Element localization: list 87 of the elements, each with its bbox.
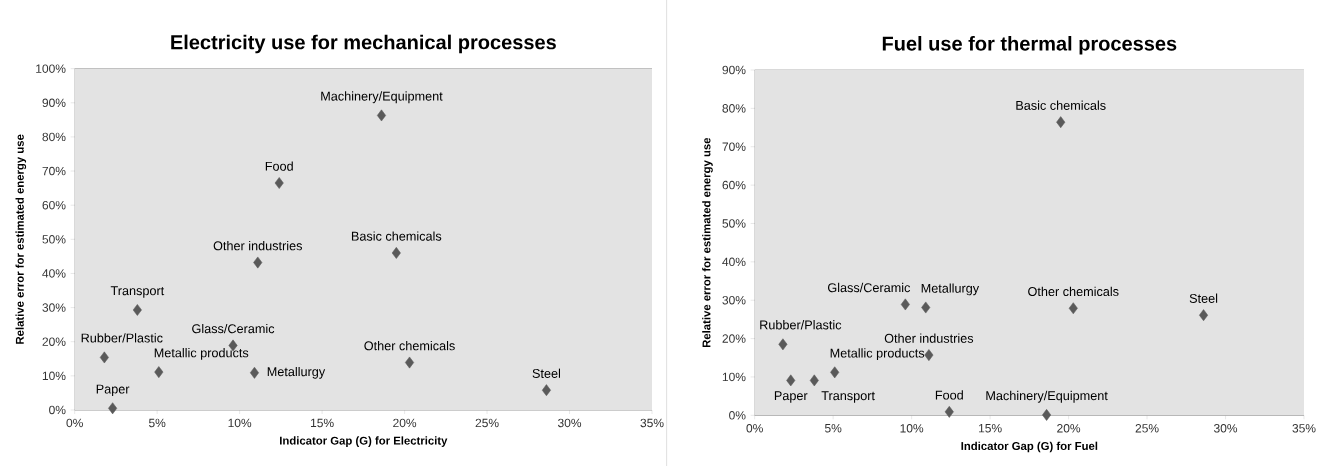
- point: [99, 351, 109, 364]
- x-tick-label: 30%: [1213, 424, 1238, 433]
- point: [778, 338, 788, 351]
- annotation: Metallic products: [830, 348, 925, 361]
- point: [154, 366, 164, 378]
- y-tick-label: 10%: [722, 372, 746, 382]
- annotation: Other chemicals: [364, 340, 455, 351]
- annotation: Steel: [532, 368, 561, 378]
- x-tick-label: 10%: [228, 418, 252, 428]
- annotation: Steel: [1189, 293, 1218, 303]
- x-tick-label: 35%: [1292, 424, 1316, 433]
- y-axis-title: Relative error for estimated energy use: [15, 134, 27, 344]
- annotation: Metallurgy: [267, 366, 326, 379]
- annotation: Glass/Ceramic: [827, 282, 911, 293]
- annotation: Other industries: [213, 240, 302, 251]
- y-tick-label: 40%: [42, 269, 66, 278]
- y-tick-label: 30%: [722, 295, 746, 305]
- x-tick-label: 15%: [311, 418, 334, 428]
- annotation: Paper: [774, 391, 808, 403]
- point: [786, 374, 796, 387]
- point: [1056, 116, 1066, 129]
- point: [108, 402, 118, 415]
- y-tick-label: 60%: [42, 200, 66, 210]
- y-axis-title: Relative error for estimated energy use: [702, 137, 713, 348]
- y-tick-label: 70%: [42, 166, 66, 176]
- x-tick-label: 35%: [640, 418, 664, 428]
- y-tick-label: 50%: [42, 235, 66, 244]
- y-tick-label: 80%: [722, 104, 746, 113]
- x-tick-label: 25%: [475, 418, 499, 428]
- point: [921, 301, 931, 314]
- y-tick-label: 70%: [722, 142, 746, 151]
- annotation: Basic chemicals: [1016, 100, 1106, 110]
- annotation: Machinery/Equipment: [986, 390, 1108, 403]
- chart-title: Fuel use for thermal processes: [882, 35, 1177, 55]
- annotation: Rubber/Plastic: [81, 333, 163, 343]
- point: [1042, 409, 1052, 421]
- y-tick-label: 80%: [42, 132, 66, 142]
- annotation: Metallurgy: [921, 283, 980, 296]
- point: [253, 256, 263, 269]
- point: [541, 384, 551, 397]
- annotation: Transport: [821, 391, 875, 403]
- point: [809, 374, 819, 387]
- x-tick-label: 0%: [66, 418, 83, 428]
- y-tick-label: 90%: [42, 98, 66, 108]
- x-tick-label: 5%: [148, 418, 166, 428]
- annotation: Metallic products: [154, 348, 249, 360]
- y-tick-label: 0%: [49, 405, 66, 415]
- x-axis-title: Indicator Gap (G) for Fuel: [961, 441, 1098, 453]
- y-tick-label: 30%: [42, 303, 66, 312]
- annotation: Machinery/Equipment: [321, 91, 443, 104]
- point: [1199, 309, 1209, 322]
- annotation: Paper: [96, 384, 130, 397]
- annotation: Other industries: [884, 333, 974, 343]
- y-tick-label: 100%: [36, 64, 66, 73]
- x-tick-label: 10%: [900, 424, 924, 433]
- y-tick-label: 90%: [722, 65, 746, 75]
- y-tick-label: 50%: [722, 219, 746, 228]
- y-tick-label: 60%: [722, 180, 746, 190]
- y-tick-label: 20%: [722, 334, 746, 343]
- point: [944, 405, 954, 418]
- annotation: Other chemicals: [1028, 286, 1119, 297]
- y-tick-label: 40%: [722, 257, 746, 267]
- point: [924, 349, 934, 361]
- x-axis-title: Indicator Gap (G) for Electricity: [280, 436, 448, 447]
- point: [1068, 302, 1078, 315]
- annotation: Basic chemicals: [351, 231, 442, 241]
- annotation: Glass/Ceramic: [192, 323, 275, 334]
- annotation: Food: [935, 390, 963, 400]
- annotation: Rubber/Plastic: [760, 320, 842, 330]
- x-tick-label: 25%: [1135, 424, 1159, 433]
- annotation: Transport: [110, 286, 165, 298]
- point: [391, 247, 401, 259]
- x-tick-label: 5%: [824, 424, 842, 433]
- y-tick-label: 0%: [729, 411, 746, 420]
- annotation: Food: [265, 161, 293, 171]
- y-tick-label: 20%: [42, 337, 66, 346]
- x-tick-label: 15%: [979, 424, 1002, 433]
- point: [830, 366, 840, 379]
- point: [132, 304, 142, 316]
- x-tick-label: 30%: [557, 418, 582, 428]
- x-tick-label: 20%: [393, 418, 417, 428]
- y-tick-label: 10%: [42, 371, 66, 381]
- point: [900, 298, 910, 311]
- point: [274, 177, 284, 189]
- x-tick-label: 20%: [1057, 424, 1081, 433]
- x-tick-label: 0%: [746, 424, 763, 433]
- chart-title: Electricity use for mechanical processes: [171, 34, 556, 54]
